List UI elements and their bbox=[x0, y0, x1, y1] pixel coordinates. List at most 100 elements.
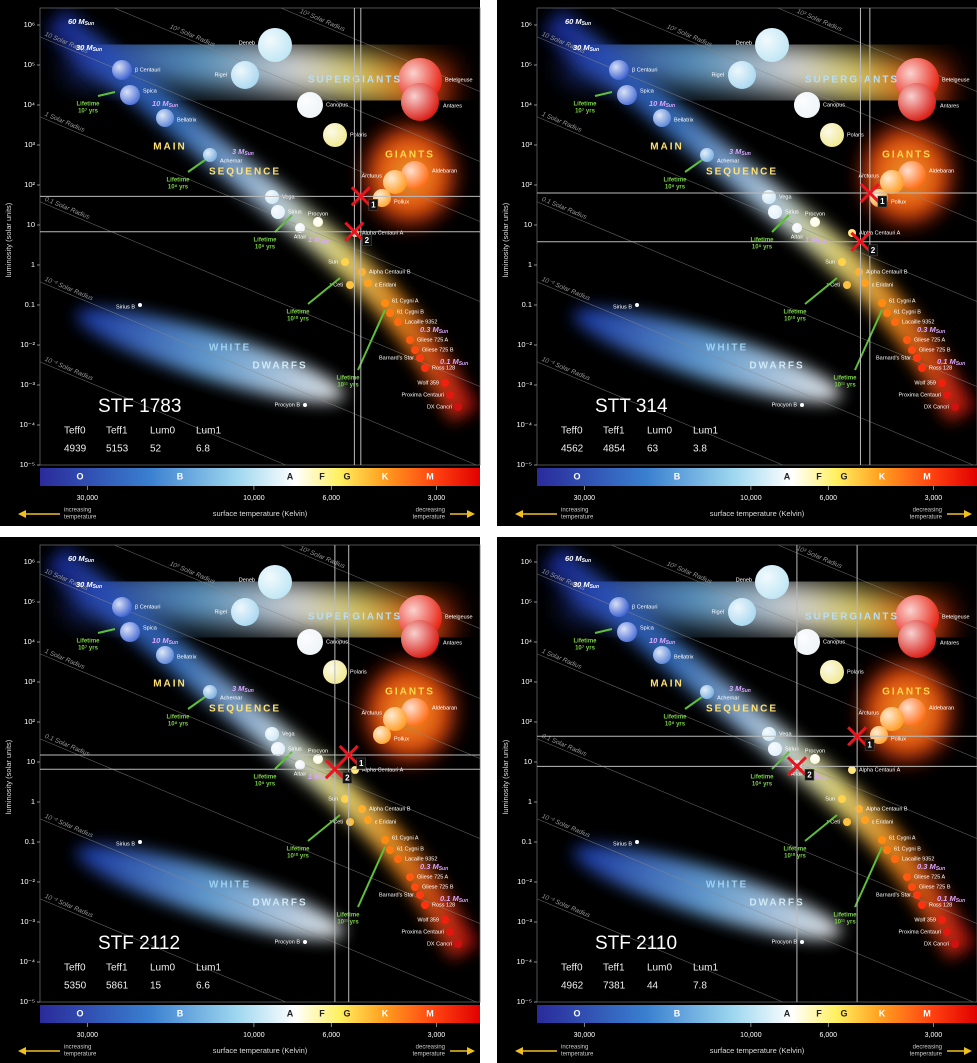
star bbox=[908, 883, 916, 891]
y-tick-label: 10⁻² bbox=[517, 877, 532, 886]
x-tick-label: 3,000 bbox=[925, 1032, 943, 1039]
star-label: Aldebaran bbox=[929, 705, 954, 711]
lifetime-word: Lifetime bbox=[166, 178, 190, 184]
spectral-class: O bbox=[573, 1008, 580, 1018]
lifetime-value: 10⁷ yrs bbox=[78, 109, 98, 115]
x-tick-label: 6,000 bbox=[820, 495, 838, 502]
region-label: WHITE bbox=[209, 880, 251, 891]
star-label: Bellatrix bbox=[177, 654, 197, 660]
star bbox=[800, 403, 804, 407]
star-label: Polaris bbox=[847, 132, 864, 138]
y-tick-label: 10² bbox=[24, 180, 35, 189]
system-name: STF 2110 bbox=[595, 933, 677, 954]
star-shine bbox=[810, 217, 820, 227]
star-shine bbox=[271, 205, 285, 219]
region-label: SEQUENCE bbox=[706, 704, 778, 715]
table-header: Lum1 bbox=[693, 963, 718, 974]
y-tick-label: 10⁻⁴ bbox=[19, 420, 35, 429]
star bbox=[635, 840, 639, 844]
star-label: Bellatrix bbox=[674, 117, 694, 123]
star-shine bbox=[617, 622, 637, 642]
star-label: Procyon B bbox=[772, 939, 798, 945]
star bbox=[411, 883, 419, 891]
table-header: Lum0 bbox=[647, 426, 672, 437]
star-label: Altair bbox=[294, 234, 307, 240]
spectral-class: A bbox=[784, 471, 791, 481]
y-tick-label: 10⁶ bbox=[521, 557, 532, 566]
spectral-class: O bbox=[76, 471, 83, 481]
star-label: Bellatrix bbox=[674, 654, 694, 660]
mass-sub: Sun bbox=[459, 898, 468, 904]
mass-sub: Sun bbox=[956, 361, 965, 367]
star-label: DX Cancri bbox=[924, 941, 949, 947]
star bbox=[918, 364, 926, 372]
star-label: 61 Cygni B bbox=[397, 846, 424, 852]
lifetime-word: Lifetime bbox=[76, 639, 100, 645]
right-note: decreasing bbox=[913, 508, 942, 514]
right-note: temperature bbox=[413, 1052, 446, 1058]
star-shine bbox=[810, 754, 820, 764]
lifetime-value: 10⁷ yrs bbox=[575, 646, 595, 652]
star-label: Aldebaran bbox=[432, 705, 457, 711]
star-label: Barnard's Star bbox=[876, 355, 911, 361]
y-tick-label: 10⁻² bbox=[20, 877, 35, 886]
star-label: Alpha Centauri A bbox=[859, 767, 901, 773]
star bbox=[938, 916, 946, 924]
lifetime-value: 10¹⁰ yrs bbox=[287, 853, 309, 860]
lifetime-word: Lifetime bbox=[286, 310, 310, 316]
star-shine bbox=[295, 760, 305, 770]
x-tick-label: 3,000 bbox=[428, 495, 446, 502]
star-label: Altair bbox=[294, 771, 307, 777]
spectral-class: K bbox=[382, 471, 389, 481]
y-tick-label: 10⁻⁵ bbox=[517, 997, 532, 1006]
star-label: Sirius B bbox=[116, 304, 135, 310]
star-label: Achernar bbox=[220, 158, 242, 164]
region-label: WHITE bbox=[706, 880, 748, 891]
y-tick-label: 10⁻³ bbox=[20, 917, 35, 926]
star-label: Rigel bbox=[711, 72, 724, 78]
spectral-bar bbox=[40, 468, 480, 486]
mass-sub: Sun bbox=[936, 329, 945, 335]
star-shine bbox=[617, 85, 637, 105]
y-tick-label: 10 bbox=[524, 757, 532, 766]
star bbox=[394, 855, 402, 863]
table-value: 44 bbox=[647, 981, 659, 992]
spectral-class: M bbox=[426, 471, 434, 481]
star-label: Spica bbox=[143, 625, 158, 631]
mass-value: 10 bbox=[152, 636, 161, 645]
marker-label: 1 bbox=[371, 200, 376, 209]
lifetime-value: 10⁹ yrs bbox=[752, 245, 773, 251]
lifetime-value: 10⁹ yrs bbox=[255, 245, 276, 251]
y-tick-label: 10⁶ bbox=[24, 20, 35, 29]
star-label: Canopus bbox=[823, 102, 845, 108]
x-axis-label: surface temperature (Kelvin) bbox=[710, 509, 805, 518]
star bbox=[406, 873, 414, 881]
star bbox=[421, 364, 429, 372]
star-shine bbox=[898, 83, 936, 121]
star-label: Antares bbox=[940, 103, 959, 109]
y-tick-label: 10⁶ bbox=[24, 557, 35, 566]
star bbox=[855, 268, 863, 276]
table-header: Lum0 bbox=[150, 963, 175, 974]
star-shine bbox=[156, 109, 174, 127]
lifetime-word: Lifetime bbox=[750, 238, 774, 244]
star-label: DX Cancri bbox=[427, 404, 452, 410]
star-label: Wolf 359 bbox=[417, 380, 439, 386]
y-axis-label: luminosity (solar units) bbox=[4, 739, 13, 814]
mass-value: 0.3 bbox=[917, 862, 928, 871]
star-label: Polaris bbox=[847, 669, 864, 675]
star bbox=[938, 379, 946, 387]
star-shine bbox=[762, 727, 776, 741]
x-tick-label: 3,000 bbox=[428, 1032, 446, 1039]
star-label: ε Eridani bbox=[872, 819, 893, 825]
left-note: increasing bbox=[64, 1045, 91, 1051]
left-note: increasing bbox=[561, 508, 588, 514]
spectral-class: B bbox=[674, 1008, 681, 1018]
lifetime-value: 10⁸ yrs bbox=[168, 722, 189, 728]
lifetime-word: Lifetime bbox=[750, 775, 774, 781]
region-label: MAIN bbox=[650, 142, 684, 153]
mass-sub: Sun bbox=[85, 21, 94, 27]
star bbox=[883, 309, 891, 317]
star bbox=[346, 818, 354, 826]
